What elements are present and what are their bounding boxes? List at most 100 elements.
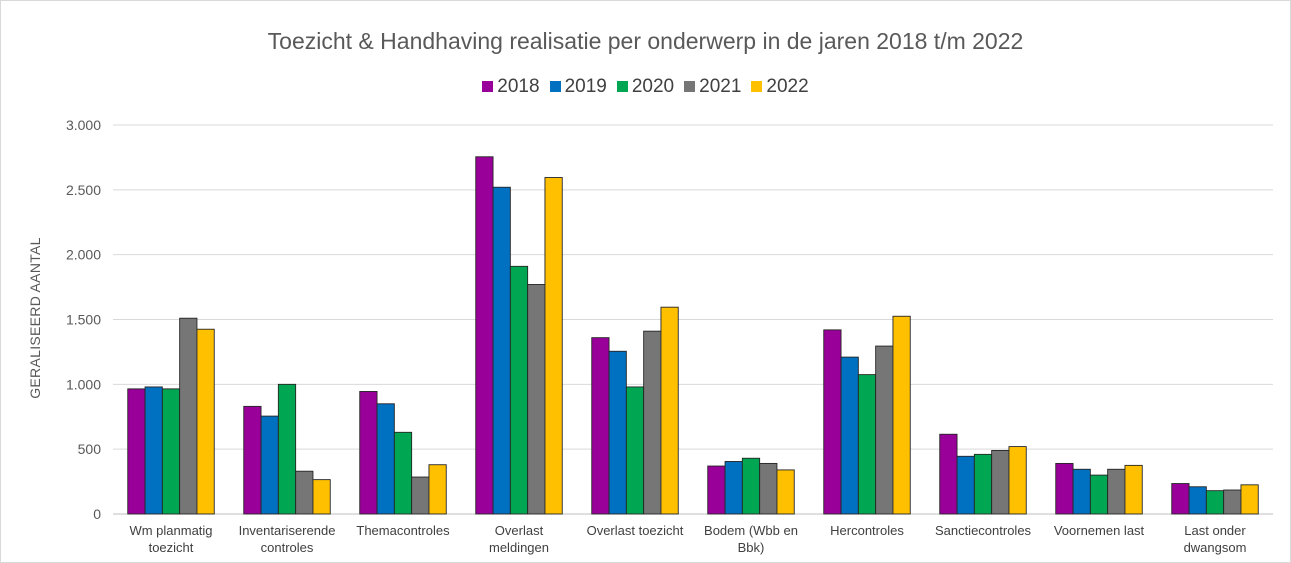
- bar-2019-cat-2: [376, 403, 395, 515]
- x-tick-label: Overlast toezicht: [587, 523, 684, 538]
- bar-2021-cat-1: [295, 470, 314, 515]
- bar-2022-cat-3: [544, 177, 563, 515]
- x-tick-label-line: toezicht: [149, 540, 194, 555]
- legend-item-2022: 2022: [751, 76, 809, 98]
- bar-2022-cat-1: [312, 479, 331, 515]
- bar-2019-cat-5: [724, 461, 743, 515]
- legend-swatch: [549, 81, 561, 92]
- y-tick-label: 0: [93, 506, 101, 522]
- legend-item-2019: 2019: [549, 76, 607, 98]
- bar-2019-cat-4: [608, 350, 627, 515]
- y-tick-label: 1.000: [66, 376, 101, 392]
- x-tick-label-line: meldingen: [489, 540, 549, 555]
- bar-2021-cat-2: [411, 476, 430, 515]
- legend-label: 2022: [766, 76, 809, 97]
- bar-2019-cat-1: [260, 415, 279, 515]
- x-tick-label: Last onder dwangsom: [1184, 523, 1247, 555]
- bar-2022-cat-8: [1124, 464, 1143, 515]
- x-tick-label-line: Sanctiecontroles: [935, 523, 1032, 538]
- legend: 2018 2019 2020 2021 2022: [0, 76, 1291, 98]
- x-tick-label-line: dwangsom: [1184, 540, 1247, 555]
- bar-2022-cat-5: [776, 469, 795, 515]
- bar-2021-cat-7: [991, 450, 1010, 515]
- bar-2018-cat-1: [243, 405, 262, 515]
- bar-2019-cat-8: [1072, 468, 1091, 515]
- legend-label: 2018: [497, 76, 540, 97]
- bar-2021-cat-8: [1107, 468, 1126, 515]
- legend-swatch: [751, 81, 763, 92]
- x-tick-label-line: Overlast toezicht: [587, 523, 684, 538]
- x-tick-label: Themacontroles: [356, 523, 450, 538]
- x-tick-label: Hercontroles: [830, 523, 904, 538]
- x-tick-label-line: Wm planmatig: [129, 523, 212, 538]
- x-tick-label: Voornemen last: [1054, 523, 1145, 538]
- chart-title: Toezicht & Handhaving realisatie per ond…: [267, 28, 1024, 54]
- bar-2019-cat-7: [956, 455, 975, 515]
- bar-2020-cat-3: [509, 265, 529, 515]
- legend-item-2021: 2021: [684, 76, 741, 98]
- x-tick-label-line: Bbk): [738, 540, 765, 555]
- bar-2021-cat-3: [527, 284, 546, 515]
- x-tick-label: Bodem (Wbb en Bbk): [704, 523, 798, 555]
- legend-swatch: [482, 81, 494, 92]
- bar-2020-cat-5: [741, 457, 761, 515]
- legend-label: 2019: [564, 76, 607, 97]
- y-tick-label: 2.500: [66, 182, 101, 198]
- bar-2022-cat-0: [196, 328, 215, 515]
- bar-2018-cat-8: [1055, 462, 1074, 515]
- bar-2020-cat-9: [1205, 490, 1225, 515]
- x-tick-label: Overlast meldingen: [489, 523, 549, 555]
- bar-2020-cat-0: [161, 388, 181, 515]
- bar-2022-cat-2: [428, 464, 447, 515]
- x-tick-label-line: Hercontroles: [830, 523, 904, 538]
- x-tick-label-line: Voornemen last: [1054, 523, 1145, 538]
- legend-label: 2020: [631, 76, 675, 97]
- legend-item-2018: 2018: [482, 76, 540, 98]
- bar-2018-cat-6: [823, 329, 842, 515]
- bar-2021-cat-6: [875, 345, 894, 515]
- x-tick-label-line: Bodem (Wbb en: [704, 523, 798, 538]
- bar-2020-cat-7: [973, 453, 993, 515]
- x-tick-label-line: controles: [261, 540, 314, 555]
- bar-2020-cat-2: [393, 431, 413, 515]
- bar-2019-cat-6: [840, 356, 859, 515]
- bar-2020-cat-4: [625, 386, 645, 515]
- y-tick-label: 2.000: [66, 247, 101, 263]
- bar-2022-cat-9: [1240, 484, 1259, 515]
- bar-2018-cat-4: [591, 337, 610, 515]
- bar-2020-cat-1: [277, 383, 297, 515]
- legend-swatch: [684, 81, 696, 92]
- bar-2018-cat-2: [359, 391, 378, 515]
- bar-2020-cat-6: [857, 374, 877, 515]
- x-tick-label-line: Themacontroles: [356, 523, 450, 538]
- bar-2018-cat-9: [1171, 483, 1190, 515]
- legend-item-2020: 2020: [616, 76, 675, 98]
- y-tick-label: 500: [78, 441, 102, 457]
- bar-2018-cat-7: [939, 433, 958, 515]
- legend-label: 2021: [699, 76, 742, 97]
- bar-2019-cat-0: [144, 386, 163, 515]
- bar-2022-cat-4: [660, 306, 679, 515]
- bar-2021-cat-5: [759, 462, 778, 515]
- bar-2021-cat-9: [1223, 489, 1242, 515]
- bar-2021-cat-4: [643, 330, 662, 515]
- x-tick-label: Sanctiecontroles: [935, 523, 1032, 538]
- bar-2018-cat-5: [707, 465, 726, 515]
- x-tick-label-line: Inventariserende: [239, 523, 336, 538]
- x-tick-label-line: Last onder: [1184, 523, 1246, 538]
- bar-2019-cat-3: [492, 186, 511, 515]
- bar-2019-cat-9: [1188, 486, 1207, 515]
- x-tick-label: Inventariserende controles: [239, 523, 336, 555]
- x-tick-label: Wm planmatig toezicht: [129, 523, 212, 555]
- bar-2018-cat-0: [127, 388, 146, 515]
- bar-2021-cat-0: [179, 317, 198, 515]
- y-tick-label: 3.000: [66, 117, 101, 133]
- bar-2018-cat-3: [475, 156, 494, 515]
- bar-2022-cat-7: [1008, 446, 1027, 515]
- bar-2022-cat-6: [892, 315, 911, 515]
- y-tick-label: 1.500: [66, 312, 101, 328]
- x-tick-label-line: Overlast: [495, 523, 544, 538]
- bar-2020-cat-8: [1089, 474, 1109, 515]
- legend-swatch: [616, 81, 628, 92]
